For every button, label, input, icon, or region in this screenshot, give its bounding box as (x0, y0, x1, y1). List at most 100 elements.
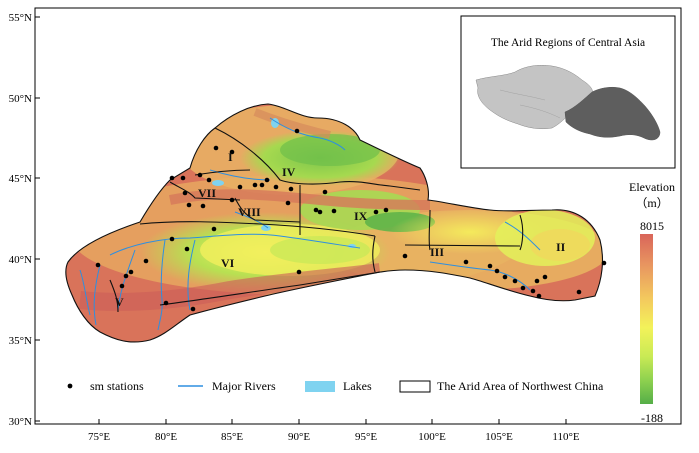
sm-station-marker (331, 208, 337, 214)
sm-station-marker (95, 262, 101, 268)
river (187, 239, 196, 311)
lon-tick-label: 95°E (355, 431, 377, 443)
northwest-china-region (564, 86, 661, 141)
sm-station-marker (182, 190, 188, 196)
region-label-ix: IX (354, 209, 368, 223)
region-label-vii: VII (198, 186, 216, 200)
lon-tick-label: 105°E (485, 431, 513, 443)
sm-station-marker (520, 285, 526, 291)
arid-region-boundaries (65, 103, 604, 343)
sm-station-marker (190, 306, 196, 312)
river (117, 249, 136, 311)
lon-tick-label: 85°E (221, 431, 243, 443)
river (157, 239, 166, 331)
sm-station-marker (180, 175, 186, 181)
sm-station-marker (294, 128, 300, 134)
elevation-color-bar (640, 234, 653, 404)
sm-station-marker (169, 175, 175, 181)
region-boundary (214, 127, 421, 191)
lat-tick-label: 55°N (9, 12, 32, 24)
lat-tick-label: 35°N (9, 335, 32, 347)
sm-station-marker (542, 274, 548, 280)
lake (261, 225, 271, 231)
sm-station-marker (536, 293, 542, 299)
region-label-vi: VI (221, 256, 235, 270)
lat-tick-label: 40°N (9, 254, 32, 266)
region-boundary (139, 221, 376, 237)
region-label-i: I (228, 150, 233, 164)
sm-station-marker (601, 260, 607, 266)
latitude-axis: 55°N 50°N 45°N 40°N 35°N 30°N (9, 12, 40, 428)
sm-stations (95, 128, 607, 312)
sm-station-marker (402, 253, 408, 259)
lake-legend-symbol (305, 381, 335, 392)
lon-tick-label: 80°E (155, 431, 177, 443)
region-labels: I II III IV V VI VII VIII IX (115, 150, 566, 309)
region-boundary (109, 279, 119, 313)
region-label-v: V (115, 295, 124, 309)
inset-map: The Arid Regions of Central Asia (460, 15, 676, 169)
elevation-title: Elevation (629, 180, 675, 194)
river (79, 269, 91, 316)
sm-station-marker (383, 207, 389, 213)
region-boundary (428, 209, 431, 251)
sm-station-marker (534, 278, 540, 284)
region-label-viii: VIII (238, 205, 261, 219)
area-legend-symbol (399, 380, 431, 393)
sm-station-marker (463, 259, 469, 265)
sm-station-marker (502, 274, 508, 280)
lat-tick-label: 45°N (9, 173, 32, 185)
legend-lakes-label: Lakes (343, 379, 372, 393)
sm-station-marker (317, 209, 323, 215)
river (93, 264, 101, 326)
sm-station-marker (213, 145, 219, 151)
sm-station-marker (119, 283, 125, 289)
longitude-axis: 75°E 80°E 85°E 90°E 95°E 100°E 105°E 110… (88, 419, 580, 443)
sm-station-marker (211, 226, 217, 232)
river (109, 233, 361, 256)
inset-title: The Arid Regions of Central Asia (491, 37, 645, 49)
sm-station-marker (186, 202, 192, 208)
legend-rivers-label: Major Rivers (212, 379, 276, 393)
river (269, 117, 346, 151)
elevation-max-label: 8015 (640, 219, 664, 233)
legend-stations-label: sm stations (90, 379, 144, 393)
lat-tick-label: 50°N (9, 93, 32, 105)
lon-tick-label: 75°E (88, 431, 110, 443)
sm-station-marker (128, 269, 134, 275)
region-boundary (519, 214, 524, 251)
sm-station-marker (229, 197, 235, 203)
sm-station-marker (197, 172, 203, 178)
sm-station-marker (494, 268, 500, 274)
sm-station-marker (252, 182, 258, 188)
sm-station-marker (259, 182, 265, 188)
sm-station-marker (576, 289, 582, 295)
sm-station-marker (237, 184, 243, 190)
lake (212, 180, 224, 186)
lat-tick-label: 30°N (9, 416, 32, 428)
river (504, 221, 541, 251)
region-label-iii: III (430, 245, 444, 259)
sm-station-marker (530, 288, 536, 294)
river (429, 261, 531, 291)
sm-station-marker (373, 209, 379, 215)
sm-station-marker (296, 269, 302, 275)
station-legend-symbol (67, 383, 73, 389)
sm-station-marker (143, 258, 149, 264)
elevation-min-label: -188 (641, 411, 663, 425)
sm-station-marker (206, 177, 212, 183)
sm-station-marker (288, 186, 294, 192)
lon-tick-label: 100°E (418, 431, 446, 443)
map-legend: sm stations Major Rivers Lakes The Arid … (67, 379, 604, 393)
lon-tick-label: 110°E (552, 431, 579, 443)
region-label-ii: II (556, 240, 566, 254)
elevation-legend: Elevation （m） 8015 -188 (629, 180, 675, 425)
region-boundary (372, 235, 376, 273)
region-boundary (159, 271, 381, 306)
legend-area-label: The Arid Area of Northwest China (437, 379, 604, 393)
sm-station-marker (184, 246, 190, 252)
sm-station-marker (512, 278, 518, 284)
major-rivers (79, 117, 541, 331)
sm-station-marker (200, 203, 206, 209)
